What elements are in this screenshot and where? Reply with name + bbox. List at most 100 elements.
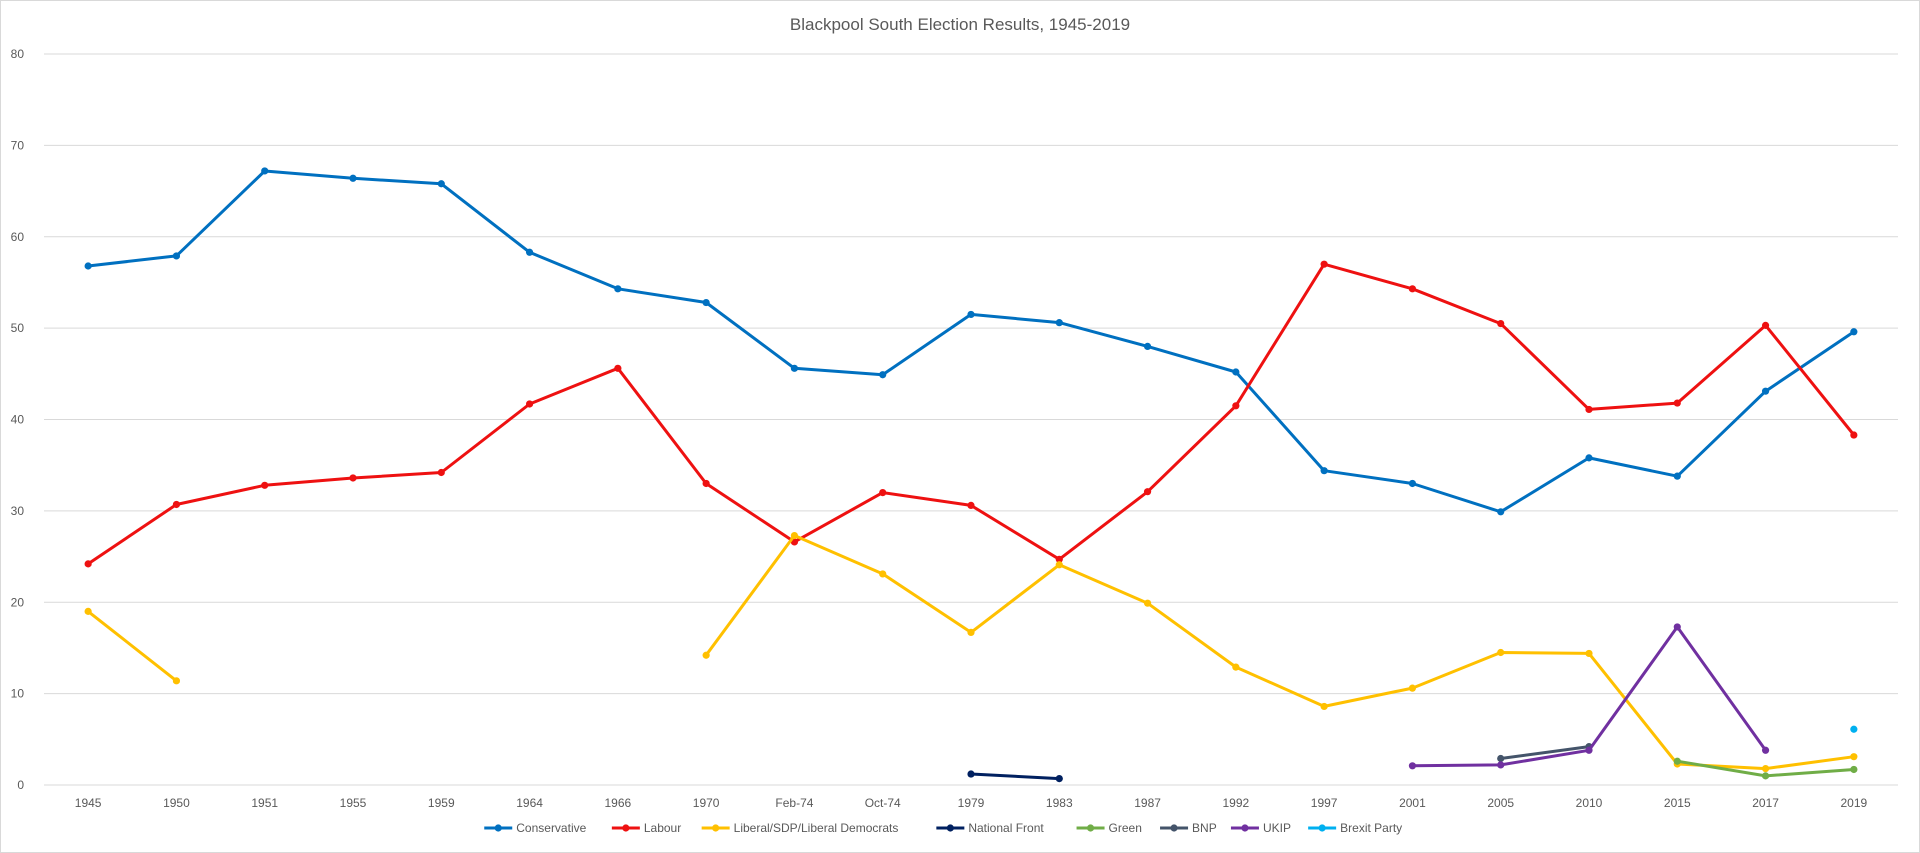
x-tick-label: 1955 — [340, 796, 367, 810]
data-point-labour — [967, 501, 975, 509]
data-point-conservative — [172, 252, 181, 260]
x-tick-label: 1964 — [516, 796, 543, 810]
data-point-labour — [1408, 285, 1417, 293]
y-axis-ticks: 0 10 20 30 40 50 60 70 80 — [11, 47, 25, 792]
legend: Conservative Labour Liberal/SDP/Liberal De… — [484, 821, 1402, 835]
data-point-national-front — [1055, 775, 1063, 783]
data-point-ukip — [1761, 746, 1770, 754]
data-point-ukip — [1585, 746, 1593, 754]
data-point-labour — [1320, 260, 1328, 268]
data-point-conservative — [702, 298, 710, 307]
data-point-conservative — [525, 248, 534, 256]
legend-label: Liberal/SDP/Liberal Democrats — [734, 821, 899, 835]
x-tick-label: 1959 — [428, 796, 455, 810]
data-point-liberal-sdp-liberal-democrats — [1497, 648, 1505, 657]
x-tick-label: 1970 — [693, 796, 720, 810]
data-point-bnp — [1497, 754, 1505, 763]
data-point-conservative — [1497, 508, 1505, 516]
legend-marker — [622, 824, 630, 832]
series-liberal-sdp-liberal-democrats — [84, 531, 1858, 773]
data-point-labour — [879, 489, 887, 497]
legend-item-labour: Labour — [611, 821, 681, 835]
series-green — [1673, 757, 1858, 780]
series-line-liberal-sdp-liberal-democrats — [704, 534, 1856, 771]
data-point-labour — [1761, 321, 1770, 329]
legend-marker — [946, 824, 954, 832]
data-point-labour — [437, 468, 445, 477]
y-tick-label: 80 — [11, 47, 25, 61]
x-tick-label: 1966 — [605, 796, 632, 810]
data-point-ukip — [1408, 762, 1417, 770]
data-point-national-front — [967, 770, 975, 778]
data-point-liberal-sdp-liberal-democrats — [172, 677, 181, 685]
data-point-liberal-sdp-liberal-democrats — [1320, 702, 1328, 711]
y-tick-label: 0 — [17, 778, 24, 792]
y-tick-label: 10 — [11, 687, 25, 701]
data-point-conservative — [967, 310, 975, 319]
data-point-liberal-sdp-liberal-democrats — [1055, 561, 1063, 569]
data-point-conservative — [1320, 467, 1328, 475]
x-tick-label: 2010 — [1576, 796, 1603, 810]
legend-label: National Front — [968, 821, 1044, 835]
legend-item-bnp: BNP — [1160, 821, 1217, 835]
data-point-liberal-sdp-liberal-democrats — [1232, 663, 1240, 671]
data-point-liberal-sdp-liberal-democrats — [790, 531, 799, 540]
data-point-labour — [1143, 488, 1152, 496]
legend-item-ukip: UKIP — [1230, 821, 1291, 835]
data-point-conservative — [790, 364, 799, 372]
y-tick-label: 20 — [11, 595, 25, 609]
series-line-national-front — [969, 772, 1061, 781]
series-brexit-party — [1850, 725, 1858, 733]
data-point-conservative — [879, 371, 887, 379]
data-point-conservative — [1673, 472, 1681, 480]
legend-marker — [494, 824, 502, 832]
x-tick-label: 2005 — [1487, 796, 1514, 810]
series-conservative — [84, 167, 1858, 516]
data-point-labour — [349, 474, 357, 482]
series-national-front — [967, 770, 1063, 783]
y-tick-label: 70 — [11, 138, 25, 152]
data-point-conservative — [1055, 319, 1063, 327]
data-point-labour — [261, 481, 269, 489]
data-point-conservative — [1850, 328, 1858, 336]
data-point-liberal-sdp-liberal-democrats — [879, 570, 887, 578]
legend-marker — [1170, 824, 1178, 832]
x-tick-label: 2017 — [1752, 796, 1779, 810]
x-tick-label: 1951 — [251, 796, 278, 810]
data-point-conservative — [1585, 454, 1593, 462]
data-point-liberal-sdp-liberal-democrats — [84, 607, 92, 615]
data-point-labour — [614, 364, 622, 372]
x-tick-label: 1945 — [75, 796, 102, 810]
data-point-conservative — [1761, 387, 1770, 395]
x-tick-label: 1987 — [1134, 796, 1161, 810]
data-point-labour — [1055, 555, 1063, 563]
data-point-labour — [1497, 319, 1505, 328]
data-point-labour — [1232, 402, 1240, 410]
series-layer — [84, 167, 1858, 783]
data-point-conservative — [614, 285, 622, 293]
legend-label: Conservative — [516, 821, 586, 835]
data-point-liberal-sdp-liberal-democrats — [1143, 599, 1152, 607]
data-point-labour — [1850, 431, 1858, 439]
data-point-conservative — [349, 174, 357, 182]
x-tick-label: 1950 — [163, 796, 190, 810]
legend-item-brexit-party: Brexit Party — [1308, 821, 1402, 835]
legend-item-liberal-sdp-liberal-democrats: Liberal/SDP/Liberal Democrats — [701, 821, 899, 835]
series-line-liberal-sdp-liberal-democrats — [86, 609, 178, 683]
legend-marker — [1241, 824, 1249, 832]
legend-marker — [1318, 824, 1326, 832]
data-point-green — [1761, 772, 1770, 780]
legend-label: Brexit Party — [1340, 821, 1402, 835]
data-point-conservative — [1232, 368, 1240, 376]
x-tick-label: 1992 — [1223, 796, 1250, 810]
data-point-labour — [525, 400, 534, 408]
legend-label: UKIP — [1263, 821, 1291, 835]
x-axis-ticks: 1945 1950 1951 1955 1959 1964 1966 1970 Feb-74 Oc… — [75, 796, 1868, 810]
data-point-brexit-party — [1850, 725, 1858, 733]
data-point-labour — [1673, 399, 1681, 407]
x-tick-label: Oct-74 — [865, 796, 901, 810]
data-point-labour — [172, 500, 181, 509]
series-line-labour — [86, 262, 1856, 566]
